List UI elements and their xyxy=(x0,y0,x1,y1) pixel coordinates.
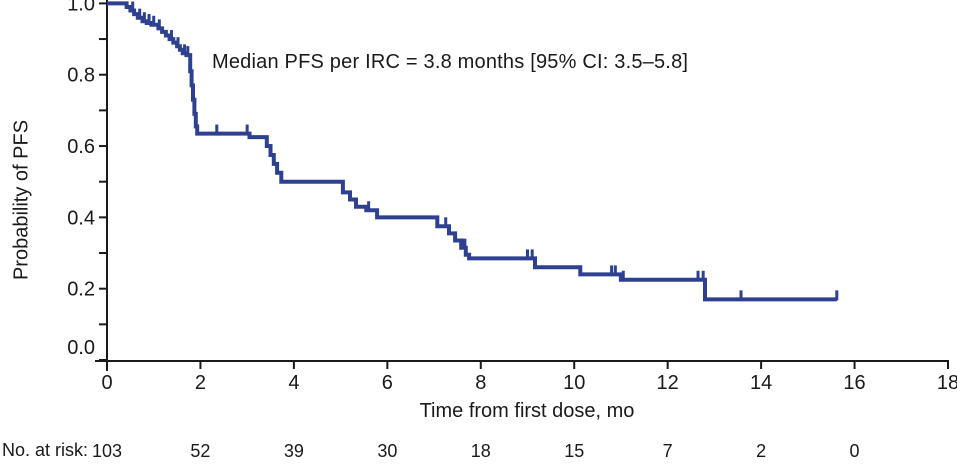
median-pfs-annotation: Median PFS per IRC = 3.8 months [95% CI:… xyxy=(212,51,689,73)
at-risk-row-label: No. at risk: xyxy=(2,440,89,460)
y-tick-label: 0.8 xyxy=(67,65,95,87)
x-tick-label: 10 xyxy=(563,372,585,394)
x-tick-label: 18 xyxy=(937,372,957,394)
x-tick-label: 8 xyxy=(475,372,486,394)
at-risk-count: 30 xyxy=(377,441,397,461)
at-risk-count: 103 xyxy=(92,441,122,461)
at-risk-count: 7 xyxy=(663,441,673,461)
at-risk-count: 15 xyxy=(564,441,584,461)
x-tick-label: 0 xyxy=(101,372,112,394)
x-tick-label: 4 xyxy=(288,372,299,394)
y-tick-label: 0.0 xyxy=(67,337,95,359)
x-tick-label: 2 xyxy=(195,372,206,394)
at-risk-count: 39 xyxy=(284,441,304,461)
at-risk-count: 2 xyxy=(756,441,766,461)
x-tick-label: 16 xyxy=(843,372,865,394)
y-tick-label: 0.4 xyxy=(67,207,95,229)
x-tick-label: 14 xyxy=(750,372,772,394)
y-tick-label: 0.6 xyxy=(67,136,95,158)
x-axis-title: Time from first dose, mo xyxy=(419,400,635,422)
at-risk-count: 18 xyxy=(471,441,491,461)
km-curve xyxy=(107,1,837,302)
x-tick-label: 6 xyxy=(382,372,393,394)
at-risk-count: 52 xyxy=(190,441,210,461)
x-tick-label: 12 xyxy=(657,372,679,394)
y-tick-label: 1.0 xyxy=(67,0,95,15)
at-risk-count: 0 xyxy=(850,441,860,461)
y-axis-title: Probability of PFS xyxy=(10,119,33,281)
y-tick-label: 0.2 xyxy=(67,279,95,301)
